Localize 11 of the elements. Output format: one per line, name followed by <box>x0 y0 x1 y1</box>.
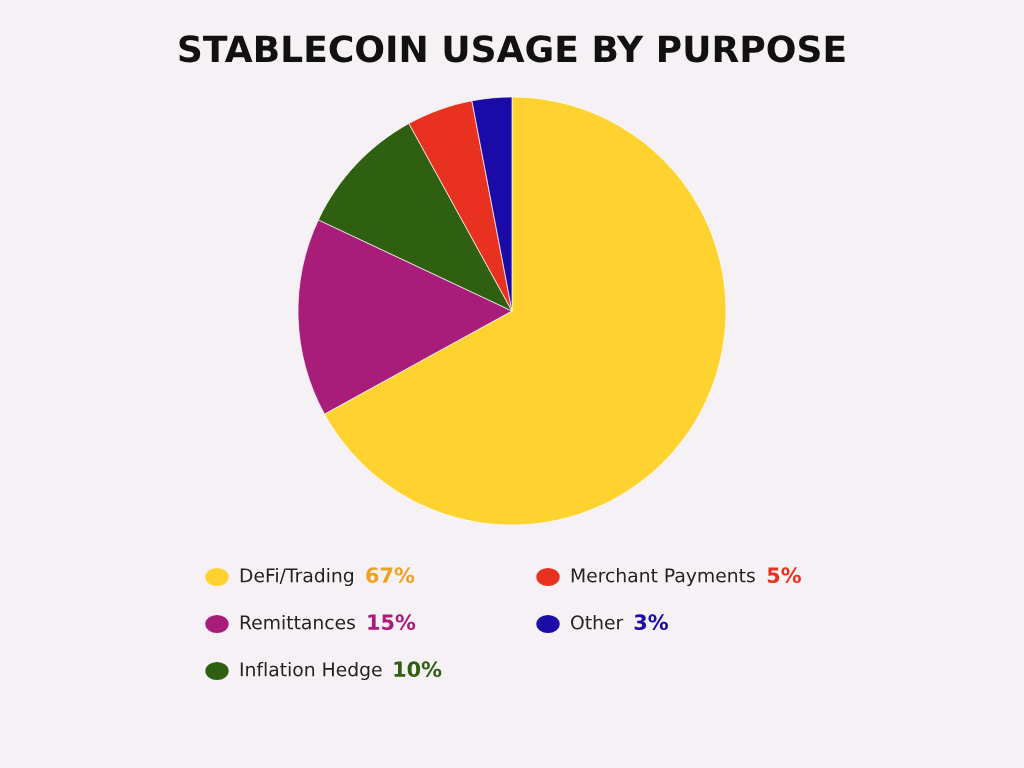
data-label: 5% <box>767 567 801 584</box>
data-label: 67% <box>366 567 415 584</box>
data-label: 3% <box>634 614 668 631</box>
chart-title: STABLECOIN USAGE BY PURPOSE <box>179 35 845 63</box>
legend-label: Inflation Hedge <box>240 661 382 681</box>
legend-label: Merchant Payments <box>571 567 755 587</box>
data-label: 15% <box>368 614 416 631</box>
legend-label: Other <box>571 614 624 630</box>
legend-label: Remittances <box>240 614 355 630</box>
legend-label: DeFi/Trading <box>240 567 353 587</box>
data-label: 10% <box>394 661 442 678</box>
